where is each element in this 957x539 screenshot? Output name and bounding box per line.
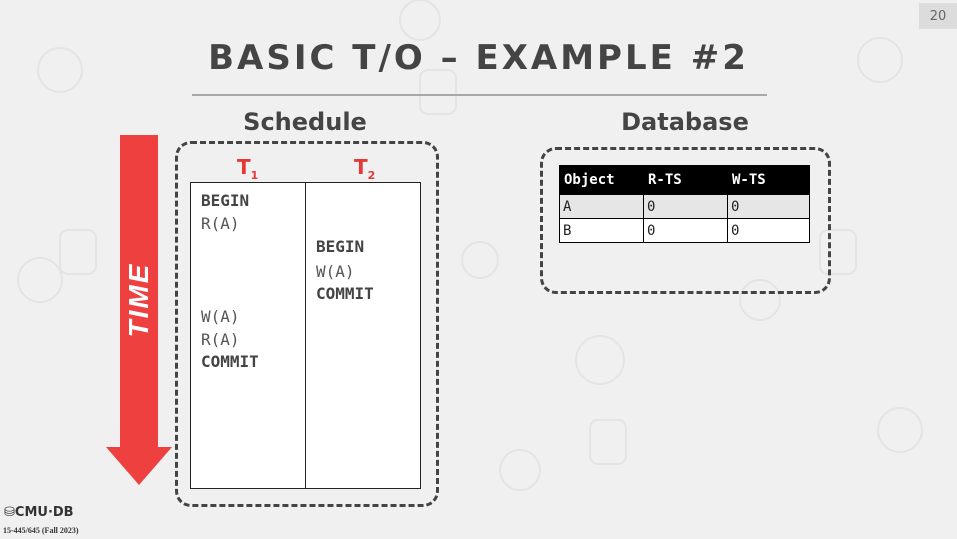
db-header-object: Object	[559, 165, 644, 195]
t1-write-a: W(A)	[201, 307, 240, 326]
t1-read-a-2: R(A)	[201, 330, 240, 349]
schedule-table: BEGIN R(A) BEGIN W(A) COMMIT W(A) R(A) C…	[190, 182, 421, 489]
course-label: 15-445/645 (Fall 2023)	[3, 526, 79, 535]
txn-header-t1-name: T	[237, 155, 251, 179]
txn-header-t2-name: T	[354, 155, 368, 179]
database-icon: ⛁	[4, 505, 15, 520]
slide-number: 20	[919, 3, 957, 29]
database-table: Object R-TS W-TS A 0 0 B 0 0	[559, 165, 810, 243]
txn-header-t2: T2	[354, 155, 375, 182]
db-header-wts: W-TS	[727, 165, 810, 195]
table-row: B 0 0	[559, 218, 810, 243]
time-label: TIME	[123, 262, 154, 338]
txn-header-t1-sub: 1	[250, 169, 259, 182]
t2-write-a: W(A)	[316, 262, 355, 281]
logo-text: CMU·DB	[14, 505, 74, 520]
db-cell-wts: 0	[727, 194, 810, 219]
t2-begin: BEGIN	[316, 237, 365, 256]
db-header-rts: R-TS	[643, 165, 728, 195]
title-divider	[192, 94, 767, 96]
t1-read-a: R(A)	[201, 214, 240, 233]
db-cell-rts: 0	[643, 194, 728, 219]
table-row: A 0 0	[559, 194, 810, 219]
db-table-header-row: Object R-TS W-TS	[559, 165, 810, 195]
db-cell-rts: 0	[643, 218, 728, 243]
cmu-db-logo: ⛁CMU·DB	[4, 505, 74, 520]
time-arrow	[106, 135, 172, 485]
schedule-column-divider	[305, 183, 306, 488]
t2-commit: COMMIT	[316, 284, 374, 303]
txn-header-t1: T1	[237, 155, 258, 182]
schedule-box	[175, 141, 439, 507]
database-box	[540, 147, 831, 294]
db-cell-object: B	[559, 218, 644, 243]
schedule-label: Schedule	[243, 108, 367, 136]
t1-commit: COMMIT	[201, 352, 259, 371]
t1-begin: BEGIN	[201, 191, 250, 210]
db-cell-object: A	[559, 194, 644, 219]
db-cell-wts: 0	[727, 218, 810, 243]
slide-title: BASIC T/O – EXAMPLE #2	[208, 38, 749, 78]
database-label: Database	[621, 108, 749, 136]
txn-header-t2-sub: 2	[367, 169, 376, 182]
